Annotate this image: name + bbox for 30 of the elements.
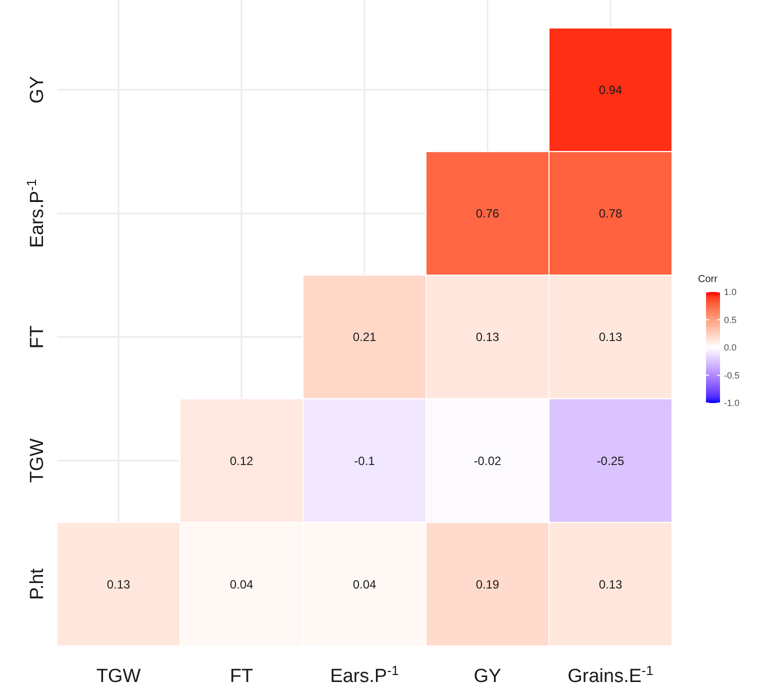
- data-label: 0.76: [476, 206, 500, 221]
- x-tick-label: TGW: [96, 666, 141, 687]
- data-label: 0.94: [598, 83, 622, 97]
- data-label: 0.13: [476, 330, 500, 344]
- y-tick-label: TGW: [27, 438, 48, 483]
- data-label: 0.13: [598, 577, 622, 592]
- y-tick-label: P.ht: [27, 568, 48, 600]
- data-label: -0.02: [474, 454, 502, 468]
- color-bar-label: -1.0: [724, 398, 740, 408]
- x-tick-label: Ears.P$^{-1}$: [330, 662, 399, 687]
- y-tick-label: GY: [27, 76, 48, 104]
- data-label: 0.04: [230, 577, 254, 592]
- data-label: -0.1: [354, 454, 376, 468]
- data-label: 0.21: [352, 330, 376, 344]
- data-label: 0.13: [598, 330, 622, 344]
- data-label: 0.04: [352, 577, 376, 592]
- color-bar-label: 0.0: [724, 342, 737, 353]
- data-label: 0.13: [106, 577, 130, 592]
- color-bar-label: 1.0: [724, 287, 737, 298]
- color-bar-title: Corr: [698, 274, 718, 285]
- data-label: 0.19: [476, 577, 500, 592]
- x-tick-label: Grains.E$^{-1}$: [568, 662, 654, 687]
- x-tick-label: FT: [230, 666, 254, 687]
- data-label: -0.25: [596, 454, 624, 468]
- color-bar-label: -0.5: [724, 370, 740, 380]
- color-bar-label: 0.5: [724, 314, 737, 325]
- data-label: 0.12: [230, 454, 254, 468]
- x-tick-label: GY: [474, 666, 502, 687]
- data-label: 0.78: [598, 206, 622, 221]
- y-tick-label: FT: [27, 325, 48, 349]
